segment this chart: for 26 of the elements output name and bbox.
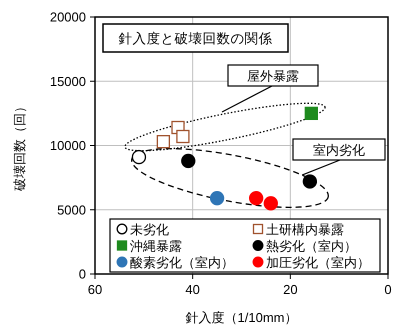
y-tick-label: 20000 [50,10,86,24]
y-tick-label: 15000 [50,74,86,89]
x-axis-title: 針入度（1/10mm） [186,310,298,325]
x-tick-label: 60 [88,282,102,297]
legend-label: 未劣化 [130,222,169,237]
annotation: 室内劣化 [313,142,365,158]
point [264,196,278,210]
point [181,154,196,168]
legend-label: 酸素劣化（室内） [130,255,234,270]
y-tick-label: 10000 [50,138,86,153]
text: 針入度と破壊回数の関係 [118,31,272,46]
legend-label: 加圧劣化（室内） [266,255,370,270]
annotation: 屋外暴露 [247,68,299,84]
point [156,134,170,148]
x-tick-label: 40 [185,282,200,297]
point [302,174,318,189]
legend-label: 熱劣化（室内） [266,238,357,254]
y-tick-label: 5000 [57,202,86,218]
legend-label: 土研構内暴露 [266,222,344,237]
y-axis-title: 破壊回数（回） [12,100,27,192]
x-tick-label: 20 [283,282,298,297]
y-tick-label: 0 [78,266,86,282]
point [249,191,264,206]
point [176,130,190,144]
legend-label: 沖縄暴露 [130,238,182,254]
x-tick-label: 0 [384,282,392,297]
